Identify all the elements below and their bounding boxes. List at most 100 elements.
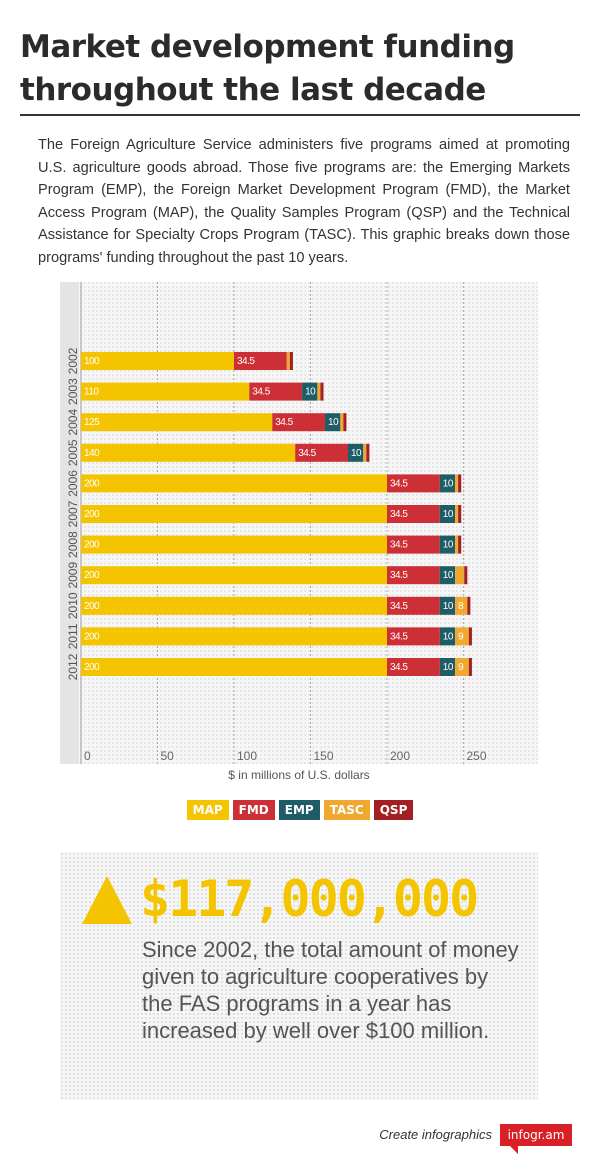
y-tick-label: 2012 — [66, 653, 80, 680]
x-tick-label: 150 — [314, 749, 334, 763]
footer: Create infographics infogr.am — [312, 1124, 572, 1154]
bar-tasc — [317, 382, 321, 401]
bar-map — [81, 505, 387, 523]
data-label: 34.5 — [390, 478, 408, 489]
bar-tasc — [286, 352, 290, 370]
bar-tasc — [455, 566, 465, 585]
y-tick-label: 2011 — [66, 623, 80, 649]
bar-fmd — [387, 627, 440, 646]
page-title: Market development funding throughout th… — [20, 29, 515, 108]
y-tick-label: 2008 — [66, 531, 80, 558]
bar-fmd — [249, 382, 303, 401]
bar-map — [81, 352, 234, 370]
bar-map — [81, 443, 296, 462]
bar-fmd — [295, 443, 348, 462]
infogram-logo[interactable]: infogr.am — [500, 1124, 572, 1146]
data-label: 100 — [84, 356, 100, 367]
data-label: 200 — [84, 662, 100, 673]
bar-emp — [439, 535, 456, 554]
bar-tasc — [455, 627, 469, 646]
bar-fmd — [387, 535, 440, 554]
data-label: 200 — [84, 570, 100, 581]
bar-fmd — [387, 658, 440, 676]
bar-qsp — [343, 413, 347, 432]
bar-map — [81, 535, 387, 554]
bar-emp — [439, 658, 456, 676]
data-label: 34.5 — [390, 601, 408, 612]
data-label: 34.5 — [298, 448, 316, 459]
bar-fmd — [387, 505, 440, 523]
legend-item-qsp[interactable]: QSP — [373, 800, 414, 820]
data-label: 10 — [328, 417, 339, 428]
data-label: 34.5 — [252, 387, 270, 398]
y-tick-label: 2007 — [66, 500, 80, 527]
bar-map — [81, 413, 273, 432]
bar-emp — [439, 596, 456, 615]
data-label: 10 — [443, 540, 454, 551]
y-tick-label: 2005 — [66, 439, 80, 466]
legend-item-tasc[interactable]: TASC — [323, 800, 370, 820]
data-label: 34.5 — [390, 631, 408, 642]
bar-fmd — [272, 413, 326, 432]
bar-map — [81, 566, 387, 585]
bar-map — [81, 474, 387, 493]
increase-amount: $117,000,000 — [140, 870, 479, 928]
x-tick-label: 0 — [84, 749, 91, 763]
title-divider — [20, 114, 580, 116]
bar-qsp — [289, 352, 293, 370]
y-tick-label: 2006 — [66, 470, 80, 497]
bar-emp — [325, 413, 341, 432]
y-tick-label: 2002 — [66, 347, 80, 374]
bar-map — [81, 596, 387, 615]
data-label: 10 — [443, 509, 454, 520]
bar-tasc — [455, 596, 468, 615]
data-label: 200 — [84, 509, 100, 520]
bar-tasc — [340, 413, 344, 432]
legend-item-map[interactable]: MAP — [186, 800, 229, 820]
bar-map — [81, 382, 250, 401]
data-label: 10 — [443, 570, 454, 581]
bar-tasc — [455, 535, 459, 554]
bar-qsp — [464, 566, 468, 585]
data-label: 8 — [458, 601, 464, 612]
data-label: 9 — [458, 662, 464, 673]
data-label: 9 — [458, 631, 464, 642]
funding-callout: $117,000,000 Since 2002, the total amoun… — [60, 852, 538, 1100]
bar-tasc — [363, 443, 367, 462]
bar-tasc — [455, 474, 459, 493]
data-label: 34.5 — [275, 417, 293, 428]
data-label: 34.5 — [390, 662, 408, 673]
callout-text: Since 2002, the total amount of money gi… — [142, 937, 519, 1043]
legend-item-emp[interactable]: EMP — [278, 800, 320, 820]
data-label: 34.5 — [237, 356, 255, 367]
x-tick-label: 100 — [237, 749, 257, 763]
legend-item-fmd[interactable]: FMD — [232, 800, 275, 820]
data-label: 125 — [84, 417, 100, 428]
bar-qsp — [458, 505, 462, 523]
x-tick-label: 50 — [161, 749, 175, 763]
data-label: 140 — [84, 448, 100, 459]
bar-fmd — [387, 566, 440, 585]
data-label: 34.5 — [390, 540, 408, 551]
logo-tail — [510, 1146, 518, 1154]
bar-emp — [439, 566, 456, 585]
funding-chart: 2002 100 34.5 2003 110 34.5 10 2004 125 34.5 10 200… — [60, 282, 538, 764]
y-tick-label: 2004 — [66, 409, 80, 436]
data-label: 200 — [84, 478, 100, 489]
data-label: 10 — [443, 601, 454, 612]
chart-legend: MAP FMD EMP TASC QSP — [0, 800, 600, 820]
bar-fmd — [234, 352, 287, 370]
bar-qsp — [366, 443, 370, 462]
y-tick-label: 2009 — [66, 562, 80, 589]
y-tick-label: 2010 — [66, 592, 80, 619]
footer-link[interactable]: Create infographics — [379, 1127, 492, 1142]
data-label: 34.5 — [390, 570, 408, 581]
bar-emp — [439, 505, 456, 523]
bar-qsp — [320, 382, 324, 401]
bar-map — [81, 627, 387, 646]
data-label: 110 — [84, 387, 99, 398]
data-label: 200 — [84, 601, 100, 612]
bar-qsp — [468, 658, 472, 676]
data-label: 34.5 — [390, 509, 408, 520]
